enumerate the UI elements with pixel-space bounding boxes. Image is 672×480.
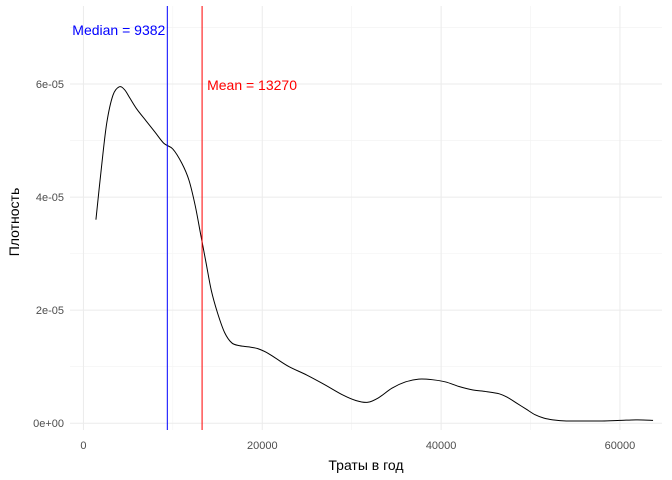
x-axis-title: Траты в год	[328, 457, 403, 473]
x-tick-label: 0	[80, 440, 86, 452]
y-axis-title: Плотность	[6, 188, 22, 257]
x-tick-label: 60000	[605, 440, 636, 452]
y-tick-label: 4e-05	[36, 192, 64, 204]
x-axis-ticks: 0 20000 40000 60000	[80, 440, 635, 452]
annotations: Median = 9382 Mean = 13270	[72, 6, 297, 430]
grid	[70, 6, 662, 430]
x-tick-label: 20000	[247, 440, 278, 452]
y-tick-label: 2e-05	[36, 305, 64, 317]
y-tick-label: 0e+00	[33, 418, 64, 430]
median-label: Median = 9382	[72, 22, 165, 38]
x-tick-label: 40000	[426, 440, 457, 452]
density-line	[95, 86, 654, 422]
y-axis-ticks: 0e+00 2e-05 4e-05 6e-05	[33, 79, 64, 430]
y-tick-label: 6e-05	[36, 79, 64, 91]
mean-label: Mean = 13270	[207, 77, 297, 93]
plot-area	[95, 86, 654, 422]
